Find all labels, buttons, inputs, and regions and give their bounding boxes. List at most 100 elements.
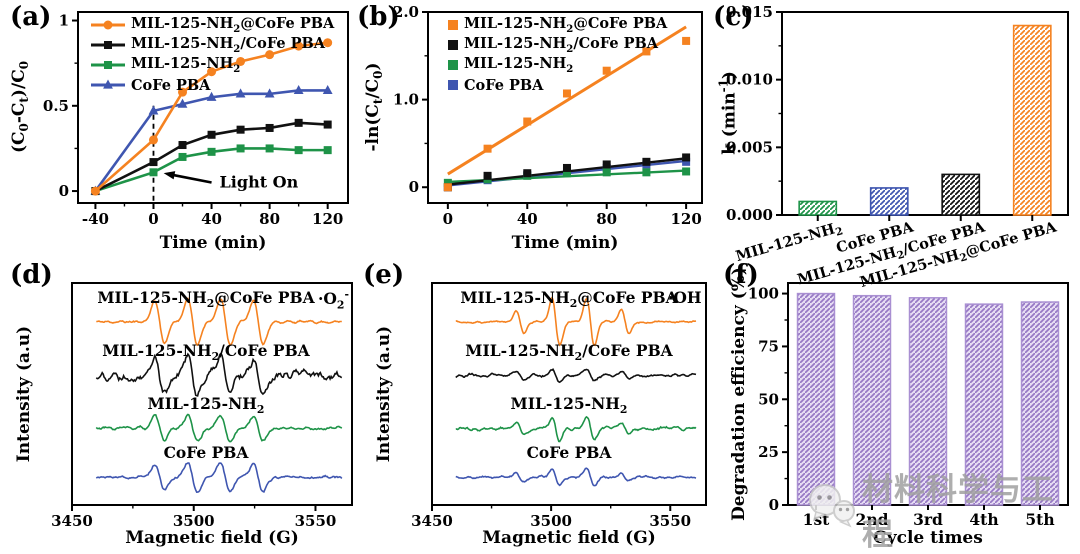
y-tick-label: 0.015 [726, 3, 773, 21]
radical-label-hydroxyl: ·OH [668, 288, 702, 307]
legend-item-green: MIL-125-NH2 [90, 55, 334, 75]
legend-marker-square-icon [90, 38, 126, 52]
y-axis-label-e: Intensity (a.u) [374, 325, 394, 463]
series-MIL-125-NH-2- [91, 144, 332, 196]
data-point-square [323, 146, 332, 155]
trace-label-blue: CoFe PBA [526, 443, 612, 463]
panel-d-axes: 3450 3500 3550 [51, 282, 353, 530]
data-point-square [265, 123, 274, 132]
cycle-tick-label: 2nd [856, 510, 889, 529]
data-point-triangle [235, 88, 246, 98]
epr-trace-black [455, 368, 697, 384]
legend-label: CoFe PBA [131, 76, 211, 94]
data-point-square [562, 169, 571, 178]
data-point-circle [323, 38, 333, 48]
y-tick-label: 0 [409, 178, 419, 196]
bar-orange [1012, 24, 1052, 216]
x-tick-label: 0 [443, 210, 453, 228]
data-point-square [682, 36, 691, 45]
panel-letter-c: (c) [713, 2, 754, 32]
x-tick-label: 3550 [649, 512, 691, 530]
x-axis-label-d: Magnetic field (G) [125, 528, 299, 548]
bar-black [941, 173, 981, 216]
data-point-square [642, 168, 651, 177]
panel-a-axes: -40 0 40 80 120 0 0.5 1 [43, 11, 349, 228]
y-axis-label-c: k (min-1) [716, 71, 740, 155]
scatter-orange [443, 36, 691, 192]
data-point-triangle [293, 84, 304, 95]
panel-a-plot: -40 0 40 80 120 0 0.5 1 Light On [43, 11, 349, 228]
data-point-square [562, 89, 571, 98]
epr-trace-green [95, 413, 343, 443]
data-point-square [642, 157, 651, 166]
cycle-bar-1st [796, 292, 836, 506]
data-point-circle [294, 41, 304, 51]
radical-label-superoxide: ·O2- [318, 288, 349, 312]
epr-trace-black [95, 352, 343, 397]
data-point-circle [148, 135, 158, 145]
x-axis-label-f: Cycle times [873, 528, 983, 548]
x-axis-label-b: Time (min) [511, 233, 619, 253]
data-point-square [236, 144, 245, 153]
y-tick-label: 1 [59, 12, 69, 30]
trace-label-orange: MIL-125-NH2@CoFe PBA [460, 287, 678, 310]
panel-e-plot: 3450 3500 3550 [411, 282, 707, 530]
trace-label-green: MIL-125-NH2 [147, 394, 265, 417]
x-tick-label: 3450 [51, 512, 93, 530]
y-tick-label: 0.000 [726, 206, 773, 224]
watermark-text: 材料科学与工程 [862, 472, 1054, 553]
data-point-triangle [206, 91, 217, 101]
legend-panel-a: MIL-125-NH2@CoFe PBA MIL-125-NH2/CoFe PBA… [90, 15, 334, 95]
x-tick-label: 80 [259, 210, 280, 228]
panel-letter-b: (b) [357, 2, 400, 32]
x-tick-label: 40 [201, 210, 222, 228]
trace-label-green: MIL-125-NH2 [510, 394, 628, 417]
y-tick-label: 1.0 [393, 91, 419, 109]
legend-item-black: MIL-125-NH2/CoFe PBA [90, 35, 334, 55]
data-point-triangle [264, 88, 275, 98]
data-point-square [104, 61, 112, 69]
x-tick-label: 0 [148, 210, 158, 228]
y-tick-label: 75 [758, 337, 779, 355]
data-point-square [682, 153, 691, 162]
data-point-circle [103, 20, 113, 30]
cycle-bar-4th [964, 303, 1004, 506]
panel-letter-d: (d) [10, 260, 53, 290]
x-tick-label: 3500 [530, 512, 572, 530]
legend-item-black: MIL-125-NH2/CoFe PBA [447, 35, 667, 55]
y-axis-label-b: -ln(Ct/C0) [362, 62, 386, 152]
data-point-square [178, 152, 187, 161]
x-tick-label: 3550 [295, 512, 337, 530]
panel-e-axes: 3450 3500 3550 [411, 282, 707, 530]
y-axis-label-d: Intensity (a.u) [14, 325, 34, 463]
data-point-square [602, 66, 611, 75]
data-point-square [682, 157, 691, 166]
legend-marker-circle-icon [90, 18, 126, 32]
legend-item-blue: CoFe PBA [90, 75, 334, 95]
axes-box [427, 11, 703, 204]
data-point-circle [265, 50, 275, 60]
legend-marker-square-icon [90, 58, 126, 72]
y-tick-label: 2.0 [393, 3, 419, 21]
trace-label-black: MIL-125-NH2/CoFe PBA [102, 341, 310, 364]
legend-label: MIL-125-NH2@CoFe PBA [464, 15, 668, 35]
legend-label: MIL-125-NH2 [464, 55, 574, 75]
y-tick-label: 100 [748, 285, 779, 303]
panel-b-axes: 0 40 80 120 0 1.0 2.0 [393, 3, 703, 228]
data-point-square [602, 168, 611, 177]
data-point-square [265, 144, 274, 153]
panel-b-plot: 0 40 80 120 0 1.0 2.0 [393, 3, 703, 228]
cycle-tick-label: 3rd [913, 510, 943, 529]
panel-f-plot: 02550751001st2nd3rd4th5th [748, 282, 1069, 529]
cycle-tick-label: 5th [1025, 510, 1054, 529]
data-point-triangle [177, 98, 188, 108]
data-point-square [323, 120, 332, 129]
y-tick-label: 25 [758, 443, 779, 461]
epr-trace-orange [455, 295, 697, 347]
y-tick-label: 0.010 [726, 71, 773, 89]
trace-label-black: MIL-125-NH2/CoFe PBA [465, 341, 673, 364]
x-tick-label: 80 [596, 210, 617, 228]
x-tick-label: 3500 [173, 512, 215, 530]
